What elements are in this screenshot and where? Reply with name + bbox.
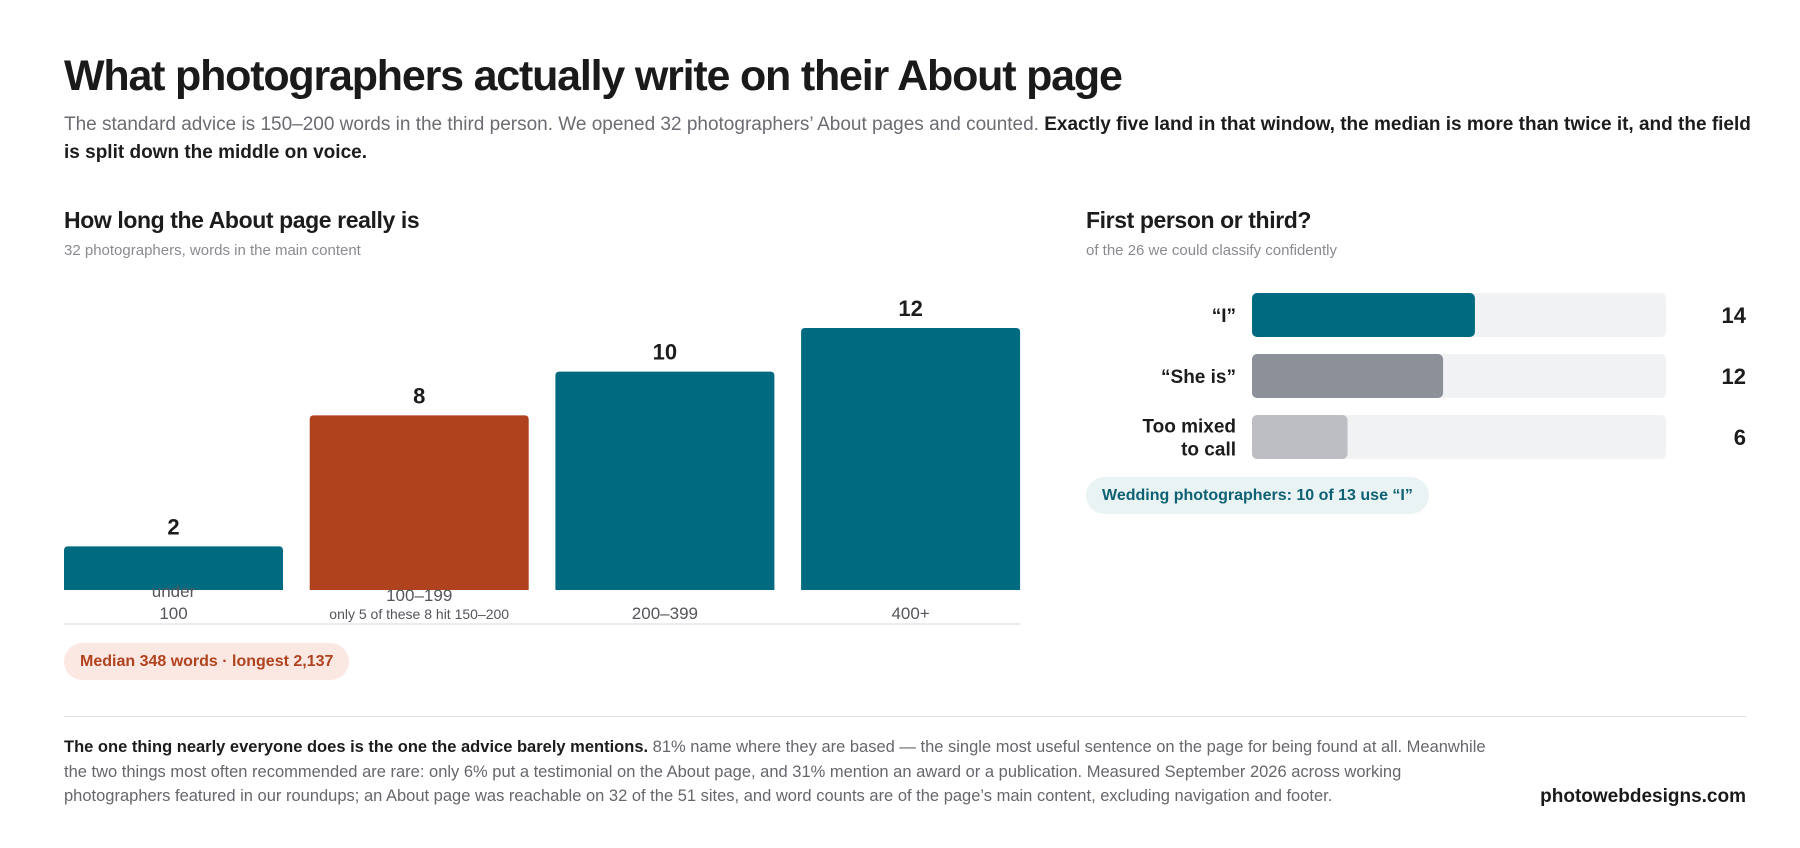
category-label: 200–399 [632, 604, 698, 623]
brand-name: photowebdesigns.com [1540, 786, 1746, 807]
subtitle-emphasis: Exactly five land in that window, the me… [64, 114, 1751, 163]
bar [801, 328, 1021, 590]
footnote-lead: The one thing nearly everyone does is th… [64, 738, 649, 756]
bar [309, 415, 529, 590]
bar-value-label: 6 [1734, 425, 1746, 450]
length-chart-title: How long the About page really is [64, 207, 420, 233]
bar-value-label: 2 [167, 514, 179, 539]
category-label: to call [1181, 440, 1236, 461]
bar-track [1252, 415, 1666, 459]
bar [555, 371, 775, 590]
bar-value-label: 10 [653, 340, 677, 365]
bar-annotation: only 5 of these 8 hit 150–200 [329, 606, 509, 622]
bar-value-label: 8 [413, 383, 425, 408]
length-chart-subtitle: 32 photographers, words in the main cont… [64, 242, 361, 259]
bar-value-label: 12 [1722, 364, 1746, 389]
category-label: “She is” [1161, 367, 1236, 388]
median-badge: Median 348 words · longest 2,137 [64, 643, 350, 680]
footnote: The one thing nearly everyone does is th… [64, 735, 1504, 809]
bar-value-label: 12 [898, 296, 922, 321]
bar-value-label: 14 [1722, 303, 1747, 328]
category-label: Too mixed [1142, 417, 1236, 438]
page-title: What photographers actually write on the… [64, 52, 1123, 100]
footer-divider [64, 716, 1746, 717]
bar [64, 546, 283, 590]
voice-chart-title: First person or third? [1086, 207, 1312, 233]
category-label: 100 [159, 604, 187, 623]
category-label: “I” [1212, 306, 1236, 327]
bar [1252, 354, 1444, 398]
footnote-text: 81% name where they are based — the sing… [64, 738, 1486, 805]
category-label: 100–199 [386, 586, 452, 605]
category-label: under [152, 582, 196, 601]
bar [1252, 293, 1475, 337]
voice-chart-subtitle: of the 26 we could classify confidently [1086, 242, 1337, 259]
category-label: 400+ [891, 604, 929, 623]
wedding-badge: Wedding photographers: 10 of 13 use “I” [1086, 477, 1429, 514]
subtitle-text: The standard advice is 150–200 words in … [64, 114, 1045, 135]
subtitle: The standard advice is 150–200 words in … [64, 111, 1754, 167]
bar [1252, 415, 1348, 459]
